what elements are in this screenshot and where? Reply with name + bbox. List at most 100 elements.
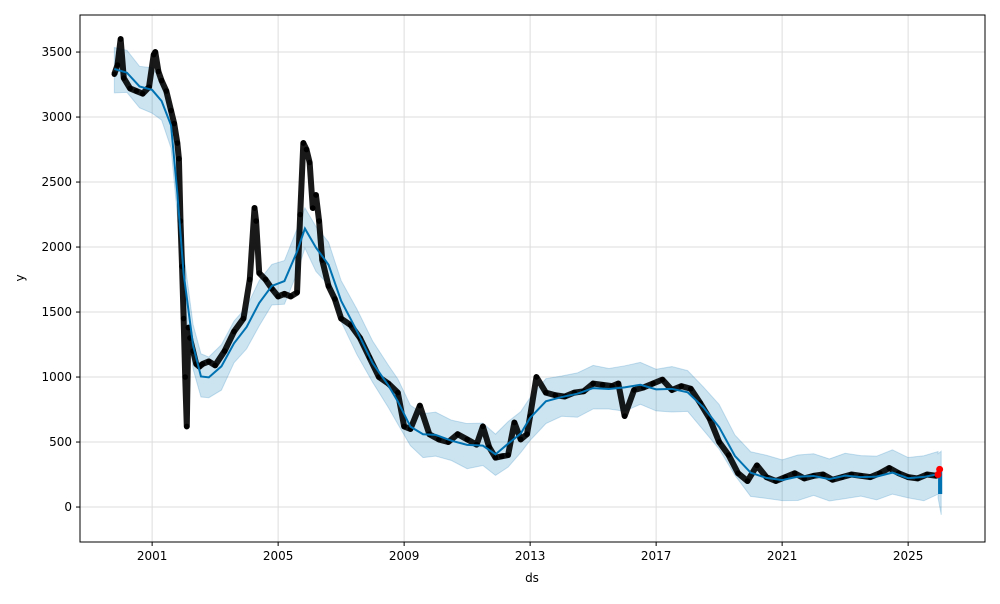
observed-point [511,419,518,426]
observed-point [275,293,281,300]
observed-point [155,68,162,75]
observed-point [338,315,344,322]
observed-point [735,470,741,477]
observed-point [599,382,606,388]
test-points [934,465,944,479]
observed-point [552,392,559,399]
observed-point [417,402,423,409]
observed-point [517,436,524,443]
y-tick-label: 0 [64,500,72,514]
observed-point [492,454,499,461]
observed-point [650,380,656,387]
x-tick-label: 2009 [389,549,420,563]
observed-point [678,383,685,389]
observed-point [480,423,486,430]
observed-point [152,49,159,55]
observed-point [171,120,177,127]
test-point [936,465,944,473]
observed-point [687,385,694,392]
x-tick-label: 2025 [893,549,924,563]
observed-point [256,270,263,276]
observed-point [313,192,319,198]
observed-point [180,315,187,322]
observed-point [464,436,470,443]
observed-point [251,205,258,211]
x-tick-label: 2021 [767,549,798,563]
observed-point [253,218,259,224]
observed-point [114,62,121,68]
y-tick-label: 2500 [41,175,72,189]
observed-point [886,465,893,471]
observed-point [316,218,322,224]
observed-point [725,452,732,458]
observed-point [498,453,505,460]
observed-point [199,361,206,367]
axis-ticks: 2001 2005 2009 2013 2017 2021 2025 0 500 1000 1500… [41,45,923,563]
observed-point [231,328,237,335]
observed-point [615,380,622,387]
observed-point [791,470,798,477]
observed-point [262,276,269,283]
plot-frame [79,14,986,543]
grid [80,15,985,542]
observed-point [158,77,165,84]
observed-point [744,478,751,484]
observed-point [435,436,442,443]
observed-point [297,211,303,218]
observed-point [820,471,826,478]
y-tick-label: 3500 [41,45,72,59]
observed-point [117,36,124,42]
observed-point [212,362,218,369]
observed-point [505,452,511,458]
y-tick-label: 500 [49,435,72,449]
observed-point [300,140,307,146]
observed-point [139,90,146,97]
observed-point [174,140,181,146]
observed-points [111,36,940,485]
observed-point [659,376,666,383]
observed-point [303,146,310,153]
y-tick-label: 3000 [41,110,72,124]
observed-point [590,380,596,387]
observed-point [127,85,133,92]
x-axis-label: ds [525,571,539,585]
x-tick-label: 2001 [137,549,168,563]
observed-point [754,462,760,469]
observed-point [240,315,247,322]
uncertainty-band [113,46,942,515]
observed-point [332,296,338,302]
observed-point [287,293,294,300]
observed-point [294,289,300,296]
observed-point [176,155,182,162]
observed-point [163,88,170,94]
observed-point [182,374,189,380]
y-tick-label: 1500 [41,305,72,319]
y-tick-label: 1000 [41,370,72,384]
observed-point [111,71,118,77]
observed-point [168,107,174,114]
forecast-line [114,67,943,495]
x-tick-label: 2013 [515,549,546,563]
observed-point [325,283,332,289]
observed-point [221,348,228,354]
x-tick-label: 2017 [641,549,672,563]
observed-point [533,374,540,380]
interval-area [113,46,942,515]
observed-point [306,159,313,166]
future-forecast [938,468,943,495]
observed-point [133,88,140,94]
y-axis-label: y [13,274,27,281]
observed-point [120,75,127,81]
observed-point [716,439,722,445]
observed-point [543,389,549,396]
y-tick-label: 2000 [41,240,72,254]
observed-point [395,389,401,396]
observed-point [309,205,316,211]
observed-point [401,423,407,430]
yhat-line [114,67,939,482]
observed-point [621,413,628,419]
observed-point [246,276,253,283]
x-tick-label: 2005 [263,549,294,563]
observed-point [631,387,637,393]
